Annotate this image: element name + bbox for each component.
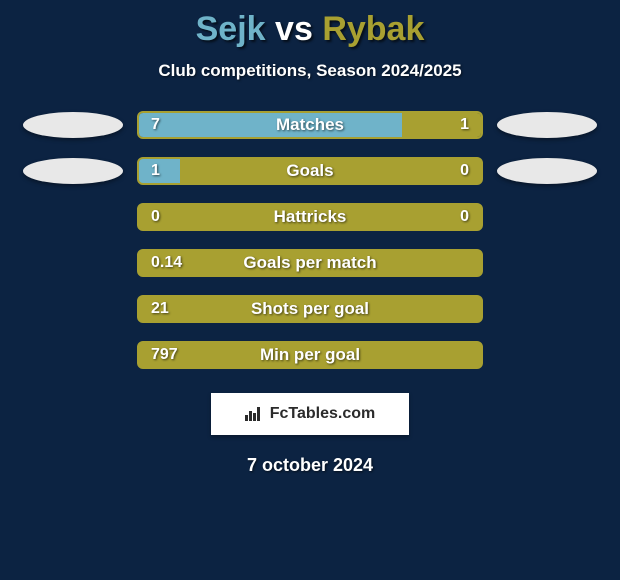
title-team1: Sejk (196, 10, 266, 48)
spacer (497, 296, 597, 322)
brand-logo-icon (245, 407, 264, 421)
stat-value-team1: 21 (151, 300, 169, 318)
stat-label: Goals per match (139, 253, 481, 273)
spacer (497, 342, 597, 368)
stat-value-team2: 1 (460, 116, 469, 134)
stat-bar: 0 0Hattricks (137, 203, 483, 231)
stat-row: 21Shots per goal (10, 295, 610, 323)
team2-badge-icon (497, 158, 597, 184)
stat-row: 71Matches (10, 111, 610, 139)
stat-label: Hattricks (139, 207, 481, 227)
brand-text: FcTables.com (270, 405, 376, 423)
stat-bar: 21Shots per goal (137, 295, 483, 323)
stat-value-team1: 797 (151, 346, 178, 364)
stat-label: Goals (139, 161, 481, 181)
date-text: 7 october 2024 (0, 455, 620, 476)
stat-value-team1: 0.14 (151, 254, 182, 272)
stat-label: Min per goal (139, 345, 481, 365)
stat-row: 797Min per goal (10, 341, 610, 369)
spacer (497, 250, 597, 276)
spacer (23, 250, 123, 276)
stat-bar: 0.14Goals per match (137, 249, 483, 277)
stat-row: 1 0Goals (10, 157, 610, 185)
stat-value-team2: 0 (460, 208, 469, 226)
team2-badge-icon (497, 112, 597, 138)
comparison-card: Sejk vs Rybak Club competitions, Season … (0, 0, 620, 580)
spacer (23, 342, 123, 368)
spacer (497, 204, 597, 230)
bar-fill-team1 (139, 113, 402, 137)
stat-value-team1: 1 (151, 162, 160, 180)
title-vs: vs (275, 10, 313, 48)
spacer (23, 204, 123, 230)
page-title: Sejk vs Rybak (0, 0, 620, 49)
stat-value-team1: 0 (151, 208, 160, 226)
subtitle: Club competitions, Season 2024/2025 (0, 61, 620, 81)
stat-value-team2: 0 (460, 162, 469, 180)
stat-bar: 71Matches (137, 111, 483, 139)
stat-row: 0.14Goals per match (10, 249, 610, 277)
stat-bar: 797Min per goal (137, 341, 483, 369)
team1-badge-icon (23, 158, 123, 184)
brand-badge[interactable]: FcTables.com (211, 393, 409, 435)
stat-row: 0 0Hattricks (10, 203, 610, 231)
stat-value-team1: 7 (151, 116, 160, 134)
bar-fill-team2 (402, 113, 481, 137)
stat-rows: 71Matches10Goals00Hattricks0.14Goals per… (0, 111, 620, 369)
title-team2: Rybak (322, 10, 424, 48)
stat-label: Shots per goal (139, 299, 481, 319)
brand-bars-icon (245, 407, 260, 421)
stat-bar: 1 0Goals (137, 157, 483, 185)
team1-badge-icon (23, 112, 123, 138)
spacer (23, 296, 123, 322)
